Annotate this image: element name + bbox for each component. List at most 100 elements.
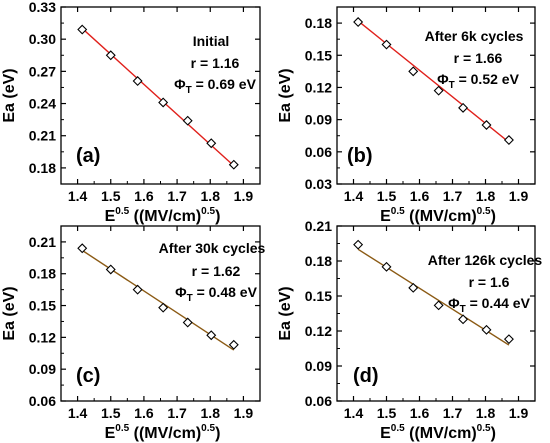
phi-value: ΦT = 0.44 eV: [448, 295, 530, 315]
data-point: [206, 330, 217, 341]
y-tick-label: 0.12: [29, 329, 56, 345]
y-axis-title: Ea (eV): [277, 68, 294, 122]
y-tick-label: 0.09: [305, 112, 332, 128]
data-point: [77, 243, 88, 254]
phi-subscript: T: [186, 85, 192, 96]
data-point: [408, 66, 419, 77]
x-tick-label: 1.9: [509, 188, 529, 204]
y-tick-label: 0.06: [29, 393, 56, 409]
x-tick-label: 1.7: [167, 405, 187, 421]
x-title-unit-exponent: 0.5: [201, 423, 215, 434]
x-title-close: ): [491, 425, 496, 442]
data-point: [433, 300, 444, 311]
phi-value: ΦT = 0.69 eV: [174, 76, 256, 96]
panel-d: 1.4 1.5 1.6 1.7 1.8 1.9 0.06 0.09 0.12 0.15 0.18 0.…: [277, 218, 542, 442]
phi-subscript: T: [449, 80, 455, 91]
data-point: [433, 85, 444, 96]
fit-line: [357, 20, 510, 143]
x-tick-label: 1.9: [234, 405, 254, 421]
phi-value: ΦT = 0.52 eV: [437, 71, 519, 91]
y-tick-label: 0.21: [29, 128, 56, 144]
x-axis-title: E0.5 ((MV/cm)0.5): [380, 423, 496, 442]
data-point: [182, 317, 193, 328]
data-point: [481, 120, 492, 130]
data-point: [206, 138, 217, 149]
data-point: [408, 282, 419, 293]
phi-symbol: Φ: [174, 76, 186, 92]
panel-label: (d): [353, 365, 379, 387]
x-title-exponent: 0.5: [115, 206, 129, 217]
data-point: [481, 324, 492, 335]
x-title-unit: ((MV/cm): [405, 208, 477, 225]
data-point: [353, 17, 364, 27]
data-point: [182, 115, 193, 126]
x-title-exponent: 0.5: [115, 423, 129, 434]
panel-a: 1.4 1.5 1.6 1.7 1.8 1.9 0.18 0.21 0.24 0.27 0.30 0.…: [1, 0, 261, 225]
y-tick-label: 0.15: [305, 288, 332, 304]
x-tick-label: 1.7: [167, 188, 187, 204]
x-tick-label: 1.4: [344, 188, 364, 204]
y-tick-label: 0.18: [305, 253, 332, 269]
x-title-unit-exponent: 0.5: [201, 206, 215, 217]
data-point: [381, 39, 392, 50]
panel-label: (a): [76, 145, 100, 167]
x-title-unit: ((MV/cm): [129, 208, 201, 225]
x-title-unit: ((MV/cm): [405, 425, 477, 442]
x-tick-label: 1.7: [443, 188, 463, 204]
data-point: [381, 261, 392, 272]
x-tick-label: 1.5: [377, 405, 397, 421]
y-tick-label: 0.18: [305, 15, 332, 31]
data-point: [77, 24, 88, 35]
x-tick-label: 1.8: [201, 405, 221, 421]
x-title-exponent: 0.5: [391, 423, 405, 434]
x-title-close: ): [491, 208, 496, 225]
x-title-close: ): [215, 208, 220, 225]
r-value: r = 1.62: [192, 263, 241, 279]
data-point: [228, 159, 239, 170]
y-tick-label: 0.09: [305, 358, 332, 374]
data-point: [503, 135, 514, 145]
x-title-unit: ((MV/cm): [129, 425, 201, 442]
phi-symbol: Φ: [448, 295, 460, 311]
phi-number: = 0.48 eV: [193, 284, 258, 300]
phi-subscript: T: [460, 304, 466, 315]
data-point: [353, 239, 364, 250]
condition-label: After 6k cycles: [425, 28, 524, 44]
y-tick-label: 0.27: [29, 63, 56, 79]
x-tick-label: 1.4: [68, 405, 88, 421]
x-tick-label: 1.6: [410, 188, 430, 204]
r-value: r = 1.66: [454, 50, 503, 66]
phi-subscript: T: [187, 293, 193, 304]
phi-number: = 0.52 eV: [455, 71, 520, 87]
y-tick-label: 0.12: [305, 323, 332, 339]
phi-number: = 0.44 eV: [466, 295, 531, 311]
data-point: [132, 284, 143, 295]
y-tick-label: 0.15: [305, 47, 332, 63]
data-point: [458, 314, 469, 325]
y-tick-label: 0.06: [305, 393, 332, 409]
x-tick-label: 1.6: [134, 405, 154, 421]
y-tick-label: 0.24: [29, 96, 56, 112]
data-point: [105, 50, 116, 61]
data-point: [503, 334, 514, 345]
x-tick-label: 1.8: [476, 405, 496, 421]
y-tick-label: 0.06: [305, 144, 332, 160]
x-tick-label: 1.4: [68, 188, 88, 204]
x-tick-label: 1.6: [410, 405, 430, 421]
x-axis-title: E0.5 ((MV/cm)0.5): [380, 206, 496, 225]
x-title-main: E: [105, 425, 116, 442]
panel-label: (c): [76, 365, 100, 387]
data-point: [228, 339, 239, 350]
data-point: [458, 102, 469, 113]
phi-value: ΦT = 0.48 eV: [175, 284, 257, 304]
y-tick-label: 0.30: [29, 31, 56, 47]
r-value: r = 1.6: [469, 274, 510, 290]
panel-b: 1.4 1.5 1.6 1.7 1.8 1.9 0.03 0.06 0.09 0.12 0.15 0.…: [277, 6, 536, 225]
x-tick-label: 1.4: [344, 405, 364, 421]
x-title-main: E: [105, 208, 116, 225]
y-tick-label: 0.12: [305, 79, 332, 95]
r-value: r = 1.16: [191, 55, 240, 71]
y-tick-label: 0.33: [29, 0, 56, 15]
y-tick-label: 0.18: [29, 266, 56, 282]
